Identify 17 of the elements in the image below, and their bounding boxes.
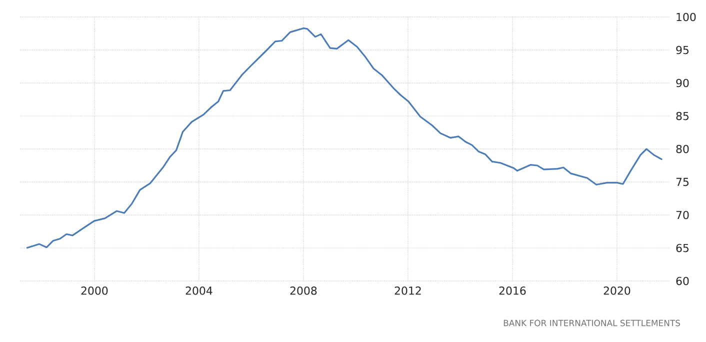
y-tick-label: 100 [676,12,696,22]
x-tick-label: 2020 [604,286,630,295]
x-tick-label: 2012 [394,286,421,295]
y-tick-label: 80 [676,144,689,154]
y-tick-label: 75 [676,178,689,186]
x-tick-label: 2016 [499,286,526,295]
text: BANK FOR INTERNATIONAL SETTLEMENTS [504,320,680,326]
x-tick-label: 2008 [290,286,317,295]
y-tick-label: 65 [676,244,689,252]
y-tick-label: 90 [676,78,689,88]
x-tick-label: 2000 [81,286,108,295]
y-tick-label: 60 [676,276,689,286]
line-series [26,27,663,249]
y-tick-label: 95 [676,46,689,54]
y-tick-label: 70 [676,210,689,220]
x-tick-label: 2004 [186,286,212,295]
y-tick-label: 85 [676,112,689,120]
